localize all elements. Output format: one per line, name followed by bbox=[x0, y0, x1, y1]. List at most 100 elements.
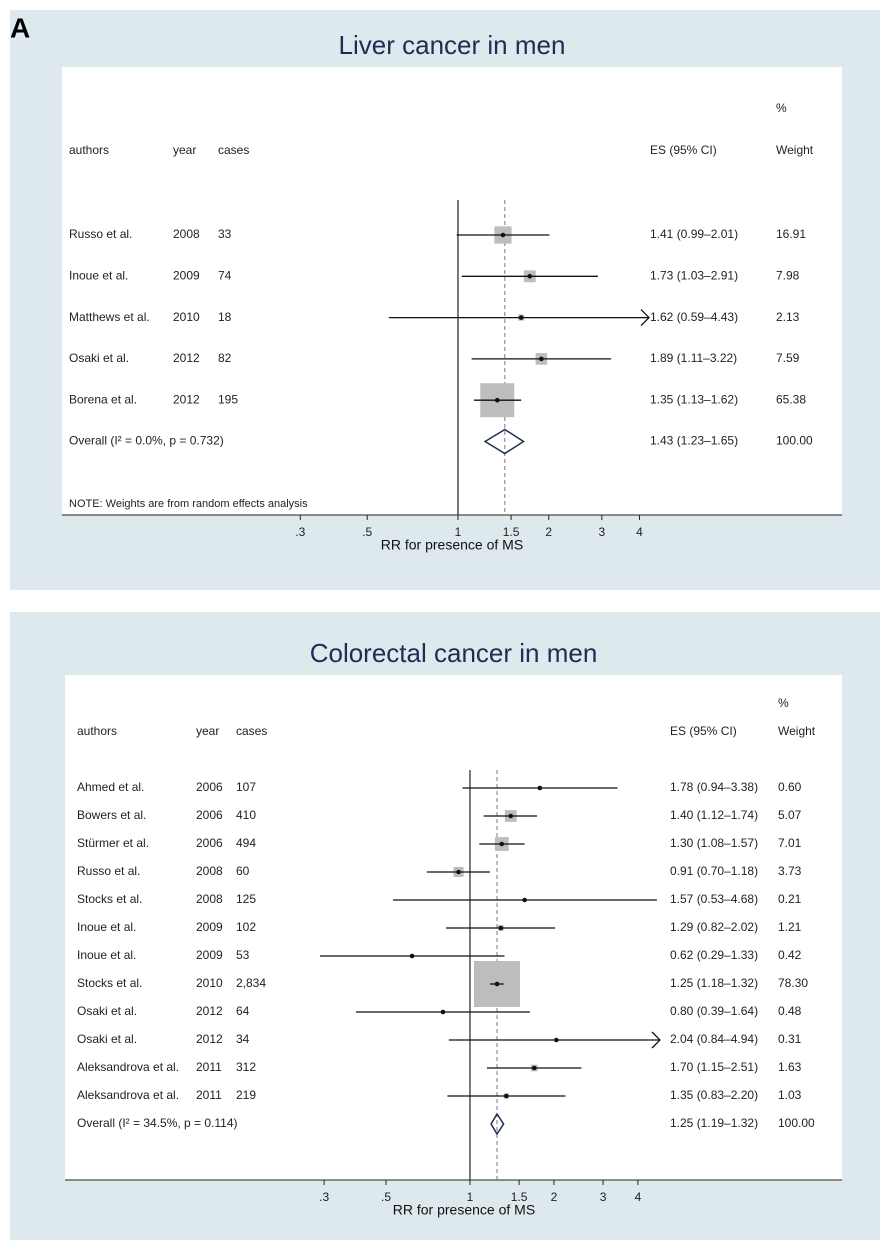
x-axis-label: RR for presence of MS bbox=[393, 1202, 535, 1218]
cases: 107 bbox=[236, 780, 256, 794]
effect-size: 1.30 (1.08–1.57) bbox=[670, 836, 758, 850]
author: Inoue et al. bbox=[69, 268, 128, 282]
author: Osaki et al. bbox=[77, 1004, 137, 1018]
weight: 100.00 bbox=[776, 434, 813, 448]
weight: 1.63 bbox=[778, 1060, 802, 1074]
cases: 102 bbox=[236, 920, 256, 934]
column-header: ES (95% CI) bbox=[670, 724, 737, 738]
weight: 7.59 bbox=[776, 351, 800, 365]
effect-size: 0.62 (0.29–1.33) bbox=[670, 948, 758, 962]
x-axis-label: RR for presence of MS bbox=[381, 537, 523, 553]
weight: 0.42 bbox=[778, 948, 802, 962]
x-tick-label: 4 bbox=[636, 525, 643, 539]
year: 2008 bbox=[196, 892, 223, 906]
ci-arrow bbox=[651, 1031, 661, 1049]
plot-region bbox=[62, 67, 842, 515]
effect-size: 1.35 (1.13–1.62) bbox=[650, 392, 738, 406]
x-tick-label: .3 bbox=[319, 1190, 329, 1204]
cases: 312 bbox=[236, 1060, 256, 1074]
x-tick-label: .5 bbox=[381, 1190, 391, 1204]
author: Russo et al. bbox=[77, 864, 140, 878]
x-tick-label: 1 bbox=[455, 525, 462, 539]
x-tick-label: 4 bbox=[635, 1190, 642, 1204]
x-tick-label: .3 bbox=[295, 525, 305, 539]
year: 2011 bbox=[196, 1060, 222, 1074]
point-estimate bbox=[537, 785, 543, 791]
point-estimate bbox=[504, 1093, 509, 1099]
cases: 494 bbox=[236, 836, 256, 850]
column-header: Weight bbox=[776, 143, 814, 157]
year: 2012 bbox=[173, 392, 200, 406]
year: 2012 bbox=[196, 1032, 223, 1046]
effect-size: 1.35 (0.83–2.20) bbox=[670, 1088, 758, 1102]
weight: 0.48 bbox=[778, 1004, 802, 1018]
effect-size: 1.62 (0.59–4.43) bbox=[650, 310, 738, 324]
overall-diamond bbox=[483, 428, 525, 455]
point-estimate bbox=[531, 1065, 537, 1071]
effect-size: 1.73 (1.03–2.91) bbox=[650, 268, 738, 282]
point-estimate bbox=[527, 274, 533, 279]
author: Ahmed et al. bbox=[77, 780, 144, 794]
cases: 18 bbox=[218, 310, 232, 324]
weight: 7.01 bbox=[778, 836, 802, 850]
cases: 60 bbox=[236, 864, 250, 878]
author: Inoue et al. bbox=[77, 948, 136, 962]
year: 2009 bbox=[173, 268, 200, 282]
point-estimate bbox=[498, 925, 504, 931]
effect-size: 1.78 (0.94–3.38) bbox=[670, 780, 758, 794]
effect-size: 1.41 (0.99–2.01) bbox=[650, 227, 738, 241]
x-tick-label: 1 bbox=[467, 1190, 474, 1204]
effect-size: 0.80 (0.39–1.64) bbox=[670, 1004, 758, 1018]
column-header: cases bbox=[236, 724, 267, 738]
point-estimate bbox=[499, 841, 505, 847]
year: 2010 bbox=[173, 310, 200, 324]
column-header: authors bbox=[69, 143, 109, 157]
author: Osaki et al. bbox=[69, 351, 129, 365]
weight: 2.13 bbox=[776, 310, 800, 324]
author: Bowers et al. bbox=[77, 808, 146, 822]
column-header: authors bbox=[77, 724, 117, 738]
cases: 2,834 bbox=[236, 976, 266, 990]
x-tick-label: 3 bbox=[600, 1190, 607, 1204]
effect-size: 1.70 (1.15–2.51) bbox=[670, 1060, 758, 1074]
chart-title: Colorectal cancer in men bbox=[310, 638, 598, 668]
point-estimate bbox=[518, 315, 524, 320]
author: Stocks et al. bbox=[77, 976, 142, 990]
year: 2008 bbox=[173, 227, 200, 241]
weight: 100.00 bbox=[778, 1116, 815, 1130]
author: Stocks et al. bbox=[77, 892, 142, 906]
cases: 34 bbox=[236, 1032, 250, 1046]
effect-size: 0.91 (0.70–1.18) bbox=[670, 864, 758, 878]
x-tick-label: 1.5 bbox=[511, 1190, 528, 1204]
effect-size: 2.04 (0.84–4.94) bbox=[670, 1032, 758, 1046]
year: 2009 bbox=[196, 948, 223, 962]
point-estimate bbox=[554, 1037, 559, 1043]
effect-size: 1.43 (1.23–1.65) bbox=[650, 434, 738, 448]
cases: 195 bbox=[218, 392, 238, 406]
x-tick-label: 2 bbox=[551, 1190, 558, 1204]
year: 2006 bbox=[196, 808, 223, 822]
year: 2006 bbox=[196, 780, 223, 794]
column-header: year bbox=[173, 143, 196, 157]
point-estimate bbox=[500, 232, 506, 238]
author: Aleksandrova et al. bbox=[77, 1088, 179, 1102]
x-tick-label: 1.5 bbox=[503, 525, 520, 539]
point-estimate bbox=[494, 981, 500, 987]
weight: 1.21 bbox=[778, 920, 802, 934]
weight: 0.31 bbox=[778, 1032, 802, 1046]
note: NOTE: Weights are from random effects an… bbox=[69, 498, 308, 510]
column-header: ES (95% CI) bbox=[650, 143, 717, 157]
weight: 1.03 bbox=[778, 1088, 802, 1102]
effect-size: 1.25 (1.19–1.32) bbox=[670, 1116, 758, 1130]
point-estimate bbox=[409, 953, 415, 959]
author: Inoue et al. bbox=[77, 920, 136, 934]
point-estimate bbox=[522, 897, 527, 903]
point-estimate bbox=[494, 397, 500, 403]
author: Matthews et al. bbox=[69, 310, 150, 324]
weight: 5.07 bbox=[778, 808, 802, 822]
column-header: Weight bbox=[778, 724, 816, 738]
effect-size: 1.29 (0.82–2.02) bbox=[670, 920, 758, 934]
effect-size: 1.25 (1.18–1.32) bbox=[670, 976, 758, 990]
author: Russo et al. bbox=[69, 227, 132, 241]
year: 2006 bbox=[196, 836, 223, 850]
